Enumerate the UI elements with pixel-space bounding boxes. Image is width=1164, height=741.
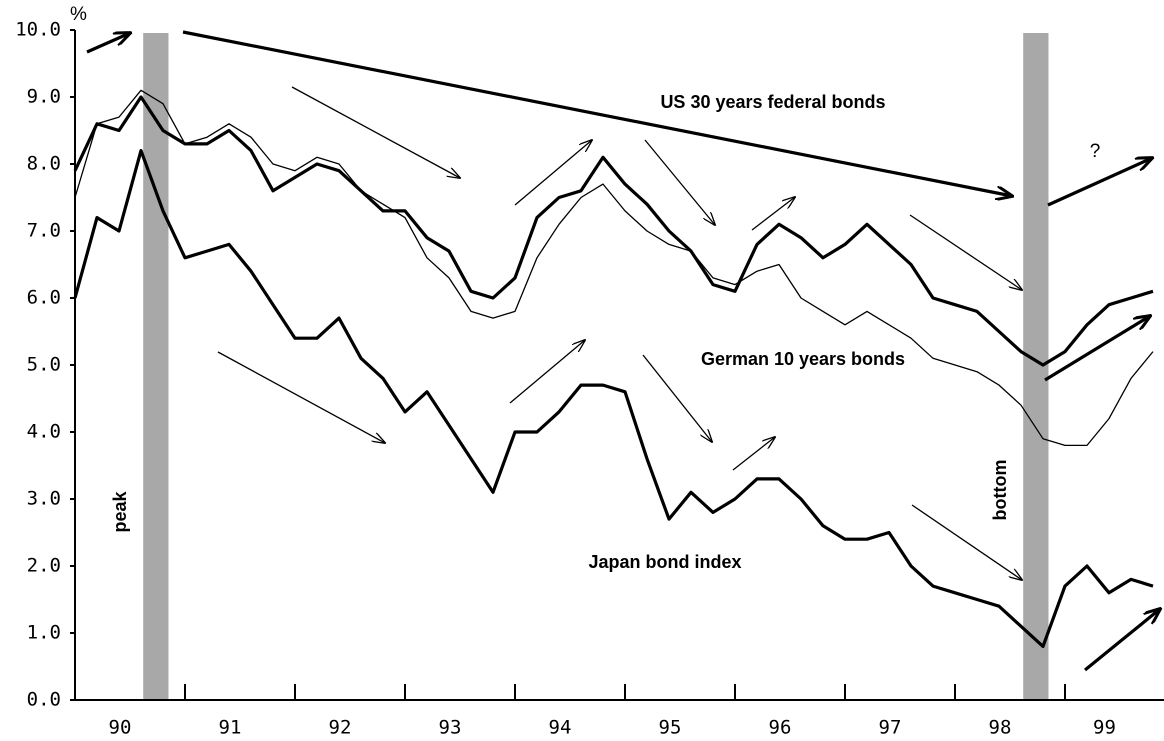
y-tick-label: 6.0 — [27, 287, 61, 309]
arrow — [514, 140, 592, 206]
shaded-region — [143, 33, 169, 700]
arrow — [911, 504, 1022, 580]
arrow — [86, 33, 130, 54]
x-tick-label: 94 — [549, 717, 572, 739]
annotation: ? — [1090, 141, 1101, 162]
arrow — [1044, 316, 1150, 382]
series-label: German 10 years bonds — [701, 349, 905, 369]
arrow — [1047, 158, 1152, 207]
arrow — [642, 354, 712, 442]
y-tick-label: 0.0 — [27, 689, 61, 711]
trend-arrows — [86, 30, 1160, 672]
arrow — [1083, 609, 1160, 672]
y-tick-label: 10.0 — [15, 19, 61, 41]
series-label: Japan bond index — [588, 552, 741, 572]
lines — [73, 89, 1154, 648]
arrow — [644, 139, 715, 225]
axes: 0.0 1.0 2.0 3.0 4.0 5.0 6.0 7.0 8.0 9.0 10.0 90 91 92… — [15, 19, 1164, 739]
series-line — [73, 149, 1154, 648]
x-tick-label: 99 — [1093, 717, 1116, 739]
y-tick-label: 7.0 — [27, 220, 61, 242]
arrow — [182, 30, 1012, 196]
y-tick-label: 3.0 — [27, 488, 61, 510]
arrow — [732, 437, 775, 471]
series-line — [74, 89, 1154, 447]
x-tick-label: 97 — [879, 717, 902, 739]
shaded-regions — [143, 33, 1049, 700]
y-tick-label: 9.0 — [27, 86, 61, 108]
arrow — [751, 197, 795, 231]
y-tick-label: 2.0 — [27, 555, 61, 577]
x-tick-label: 91 — [219, 717, 242, 739]
y-tick-label: 4.0 — [27, 421, 61, 443]
arrow — [217, 351, 385, 443]
x-tick-label: 96 — [769, 717, 792, 739]
series-line — [73, 95, 1154, 367]
arrow — [909, 214, 1022, 290]
series-label: US 30 years federal bonds — [660, 92, 885, 112]
unit-label: % — [70, 4, 87, 25]
x-tick-label: 95 — [659, 717, 682, 739]
x-tick-label: 92 — [329, 717, 352, 739]
x-tick-label: 93 — [439, 717, 462, 739]
region-label: peak — [110, 490, 130, 532]
y-tick-label: 1.0 — [27, 622, 61, 644]
shaded-region — [1023, 33, 1049, 700]
region-label: bottom — [990, 460, 1010, 521]
x-tick-label: 98 — [989, 717, 1012, 739]
y-tick-label: 5.0 — [27, 354, 61, 376]
arrow — [291, 86, 460, 178]
x-tick-label: 90 — [109, 717, 132, 739]
y-tick-label: 8.0 — [27, 153, 61, 175]
arrow — [509, 340, 585, 404]
